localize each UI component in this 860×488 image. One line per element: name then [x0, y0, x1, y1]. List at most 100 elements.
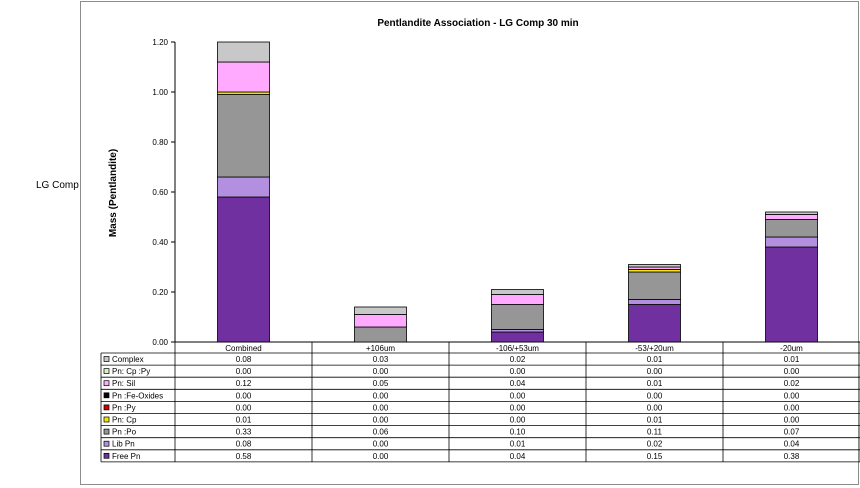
table-value: 0.02 [784, 379, 800, 388]
table-value: 0.00 [373, 416, 389, 425]
bar-segment [354, 314, 407, 328]
table-value: 0.00 [784, 367, 800, 376]
bar-segment [628, 264, 681, 268]
table-value: 0.02 [647, 440, 663, 449]
bar-segment [217, 41, 270, 63]
y-tick-label: 0.60 [152, 188, 168, 197]
bar-segment [765, 236, 818, 248]
bar-segment [491, 289, 544, 295]
bar-segment [217, 94, 270, 178]
table-value: 0.00 [510, 367, 526, 376]
bar-segment [491, 331, 544, 343]
series-name: Complex [112, 355, 144, 364]
table-value: 0.01 [784, 355, 800, 364]
legend-swatch [103, 368, 110, 374]
table-value: 0.00 [784, 416, 800, 425]
series-name: Pn :Py [112, 403, 136, 412]
chart-title: Pentlandite Association - LG Comp 30 min [377, 18, 578, 29]
table-value: 0.05 [373, 379, 389, 388]
table-value: 0.01 [647, 416, 663, 425]
series-name: Free Pn [112, 452, 140, 461]
table-value: 0.00 [236, 367, 252, 376]
bar-segment [765, 219, 818, 238]
table-value: 0.00 [373, 367, 389, 376]
table-value: 0.00 [236, 403, 252, 412]
y-tick-label: 0.20 [152, 288, 168, 297]
table-value: 0.00 [236, 391, 252, 400]
table-value: 0.00 [510, 416, 526, 425]
y-tick-label: 0.80 [152, 138, 168, 147]
table-value: 0.00 [510, 391, 526, 400]
series-name: Pn: Cp [112, 416, 137, 425]
table-value: 0.00 [510, 403, 526, 412]
table-value: 0.01 [647, 379, 663, 388]
bar-segment [354, 306, 407, 315]
bar-segment [765, 211, 818, 215]
series-name: Lib Pn [112, 440, 135, 449]
bar-segment [217, 196, 270, 343]
table-value: 0.02 [510, 355, 526, 364]
table-value: 0.10 [510, 428, 526, 437]
series-name: Pn: Cp :Py [112, 367, 150, 376]
y-tick-label: 1.00 [152, 88, 168, 97]
table-value: 0.01 [647, 355, 663, 364]
category-label: +106um [366, 344, 395, 353]
legend-swatch [103, 416, 110, 423]
y-tick-label: 0.00 [152, 338, 168, 347]
table-value: 0.07 [784, 428, 800, 437]
table-value: 0.08 [236, 440, 252, 449]
bar-segment [765, 246, 818, 343]
bar-segment [217, 61, 270, 93]
table-value: 0.15 [647, 452, 663, 461]
table-value: 0.11 [647, 428, 663, 437]
chart: Pentlandite Association - LG Comp 30 min… [100, 18, 860, 463]
category-label: -53/+20um [635, 344, 674, 353]
table-value: 0.04 [510, 379, 526, 388]
table-value: 0.00 [647, 391, 663, 400]
series-name: Pn :Fe-Oxides [112, 391, 163, 400]
side-label: LG Comp 30 [36, 180, 93, 191]
table-value: 0.12 [236, 379, 252, 388]
table-value: 0.00 [647, 367, 663, 376]
bar-segment [354, 326, 407, 343]
series-name: Pn: Sil [112, 379, 135, 388]
category-label: Combined [225, 344, 261, 353]
table-value: 0.04 [784, 440, 800, 449]
table-value: 0.33 [236, 428, 252, 437]
bar-segment [628, 304, 681, 343]
table-value: 0.58 [236, 452, 252, 461]
legend-swatch [103, 392, 110, 399]
table-value: 0.00 [784, 403, 800, 412]
bar-segment [765, 214, 818, 220]
table-value: 0.00 [647, 403, 663, 412]
table-value: 0.38 [784, 452, 800, 461]
series-name: Pn :Po [112, 428, 137, 437]
bar-segment [628, 299, 681, 305]
table-value: 0.06 [373, 428, 389, 437]
bar-segment [491, 304, 544, 330]
table-value: 0.00 [784, 391, 800, 400]
bar-segment [628, 271, 681, 300]
category-label: -106/+53um [496, 344, 539, 353]
legend-swatch [103, 404, 110, 411]
table-value: 0.00 [373, 391, 389, 400]
y-axis-label: Mass (Pentlandite) [108, 149, 119, 237]
legend-swatch [103, 452, 110, 459]
y-tick-label: 1.20 [152, 38, 168, 47]
table-value: 0.01 [510, 440, 526, 449]
bar-segment [217, 176, 270, 198]
table-value: 0.01 [236, 416, 252, 425]
table-value: 0.00 [373, 440, 389, 449]
legend-swatch [103, 380, 110, 387]
category-label: -20um [780, 344, 803, 353]
bar-segment [491, 294, 544, 305]
legend-swatch [103, 428, 110, 435]
legend-swatch [103, 440, 110, 447]
table-value: 0.08 [236, 355, 252, 364]
y-tick-label: 0.40 [152, 238, 168, 247]
table-value: 0.00 [373, 452, 389, 461]
table-value: 0.04 [510, 452, 526, 461]
table-value: 0.03 [373, 355, 389, 364]
legend-swatch [103, 356, 110, 362]
chart-frame: Pentlandite Association - LG Comp 30 min… [80, 1, 860, 485]
